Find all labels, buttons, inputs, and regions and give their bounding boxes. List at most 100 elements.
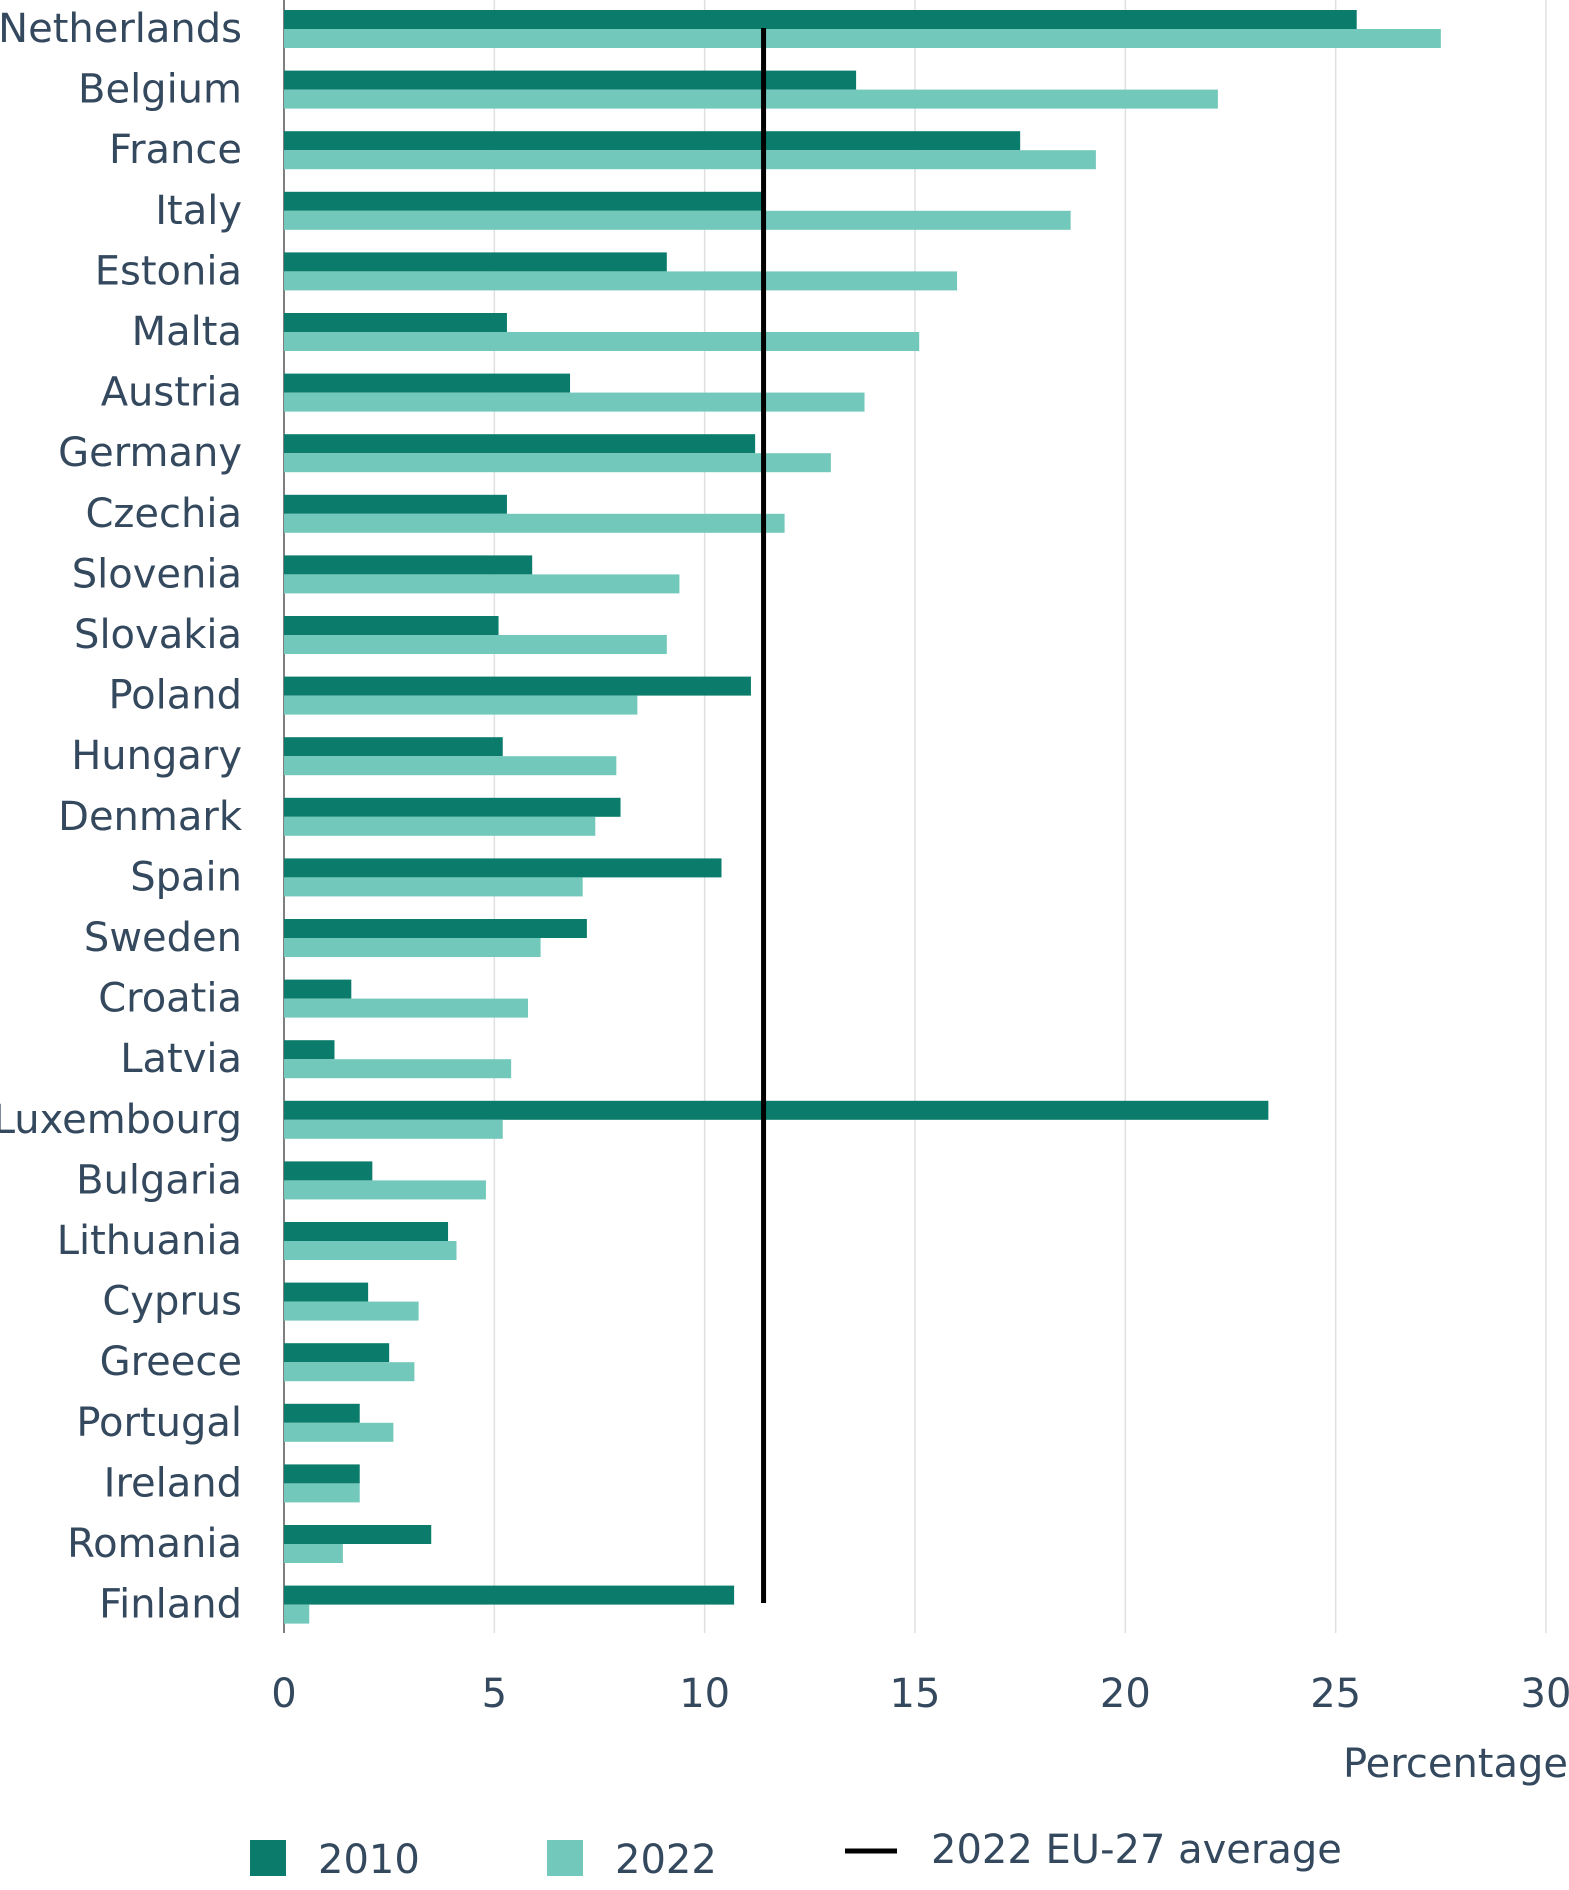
category-label: Latvia [120,1036,242,1082]
category-label: Portugal [76,1400,242,1446]
category-label: Germany [58,430,242,476]
bar-2010-poland [284,676,751,696]
x-tick-label: 10 [679,1671,730,1717]
x-axis-label: Percentage [1343,1741,1568,1787]
bar-2022-italy [284,210,1071,230]
bar-2010-italy [284,191,764,211]
bar-2022-bulgaria [284,1180,486,1200]
legend: 2010 2022 2022 EU-27 average [250,1827,1342,1883]
bar-2010-denmark [284,797,621,817]
category-label: France [109,127,242,173]
category-label: Czechia [85,491,242,537]
bar-2022-luxembourg [284,1119,503,1139]
legend-label: 2022 [615,1837,717,1883]
bar-2010-austria [284,373,571,393]
bar-2010-slovenia [284,555,533,575]
bar-2010-sweden [284,919,587,938]
legend-item-2022: 2022 [547,1837,717,1883]
bar-2010-luxembourg [284,1100,1269,1120]
bar-2022-austria [284,392,865,412]
category-label: Slovakia [74,612,242,658]
bar-2022-slovenia [284,574,680,594]
bar-2022-poland [284,695,638,715]
legend-swatch [547,1840,583,1876]
bar-2010-france [284,131,1021,151]
category-label: Malta [132,309,242,355]
bar-2010-lithuania [284,1222,449,1241]
category-label: Poland [108,673,242,719]
category-label: Bulgaria [76,1157,242,1203]
bar-2022-belgium [284,89,1218,109]
bar-2010-greece [284,1343,390,1363]
bar-2010-romania [284,1525,432,1544]
category-label: Netherlands [0,6,242,52]
bar-2022-estonia [284,271,958,291]
category-label: Sweden [84,915,242,961]
bar-2010-slovakia [284,616,499,635]
category-label: Finland [99,1582,242,1628]
bar-2022-netherlands [284,29,1441,48]
bar-2010-belgium [284,70,857,90]
x-tick-label: 25 [1310,1671,1361,1717]
bar-2022-romania [284,1544,343,1563]
bar-2022-cyprus [284,1301,419,1321]
bar-2022-greece [284,1362,415,1382]
category-label: Ireland [104,1460,242,1506]
bar-2022-portugal [284,1422,394,1442]
category-label: Cyprus [102,1279,242,1325]
category-label: Denmark [58,794,243,840]
category-label: Belgium [78,67,242,113]
bar-2010-estonia [284,252,667,272]
bar-2022-france [284,150,1096,170]
bar-2022-czechia [284,513,785,533]
bar-2022-germany [284,453,831,473]
legend-swatch [250,1840,286,1876]
category-labels: Netherlands Belgium France Italy Estonia Malt… [0,6,243,1628]
bar-2022-sweden [284,938,541,957]
bars [284,10,1441,1624]
x-tick-label: 15 [890,1671,941,1717]
bar-2010-netherlands [284,10,1357,29]
bar-2010-hungary [284,737,503,757]
bar-2010-bulgaria [284,1161,373,1181]
x-tick-label: 20 [1100,1671,1151,1717]
legend-label: 2022 EU-27 average [931,1827,1342,1873]
bar-2022-finland [284,1604,310,1624]
category-label: Austria [101,370,242,416]
bar-2010-czechia [284,494,507,514]
x-tick-label: 30 [1521,1671,1569,1717]
bar-2010-portugal [284,1403,360,1423]
bar-2010-croatia [284,979,352,999]
bar-2010-latvia [284,1040,335,1060]
bar-2022-malta [284,332,920,351]
bar-2022-spain [284,877,583,897]
bar-2022-lithuania [284,1241,457,1260]
x-tick-label: 0 [271,1671,296,1717]
category-label: Greece [100,1339,242,1385]
category-label: Slovenia [72,551,242,597]
bar-2022-ireland [284,1483,360,1503]
legend-label: 2010 [318,1837,420,1883]
bar-2010-malta [284,313,507,332]
category-label: Croatia [98,976,242,1022]
x-tick-label: 5 [482,1671,507,1717]
category-label: Estonia [95,248,242,294]
bar-2022-hungary [284,756,617,776]
bar-2022-denmark [284,816,596,836]
category-label: Spain [130,854,242,900]
category-label: Luxembourg [0,1097,242,1143]
category-label: Italy [155,188,242,234]
legend-item-eu27-average: 2022 EU-27 average [845,1827,1342,1873]
category-label: Romania [67,1521,242,1567]
bar-2010-finland [284,1585,735,1605]
bar-2022-latvia [284,1059,512,1079]
bar-2010-cyprus [284,1282,369,1302]
bar-2022-slovakia [284,635,667,654]
category-label: Hungary [71,733,242,779]
bar-2022-croatia [284,998,528,1018]
bar-2010-spain [284,858,722,878]
x-axis-ticks: 0 5 10 15 20 25 30 [271,1671,1569,1717]
category-label: Lithuania [57,1218,242,1264]
